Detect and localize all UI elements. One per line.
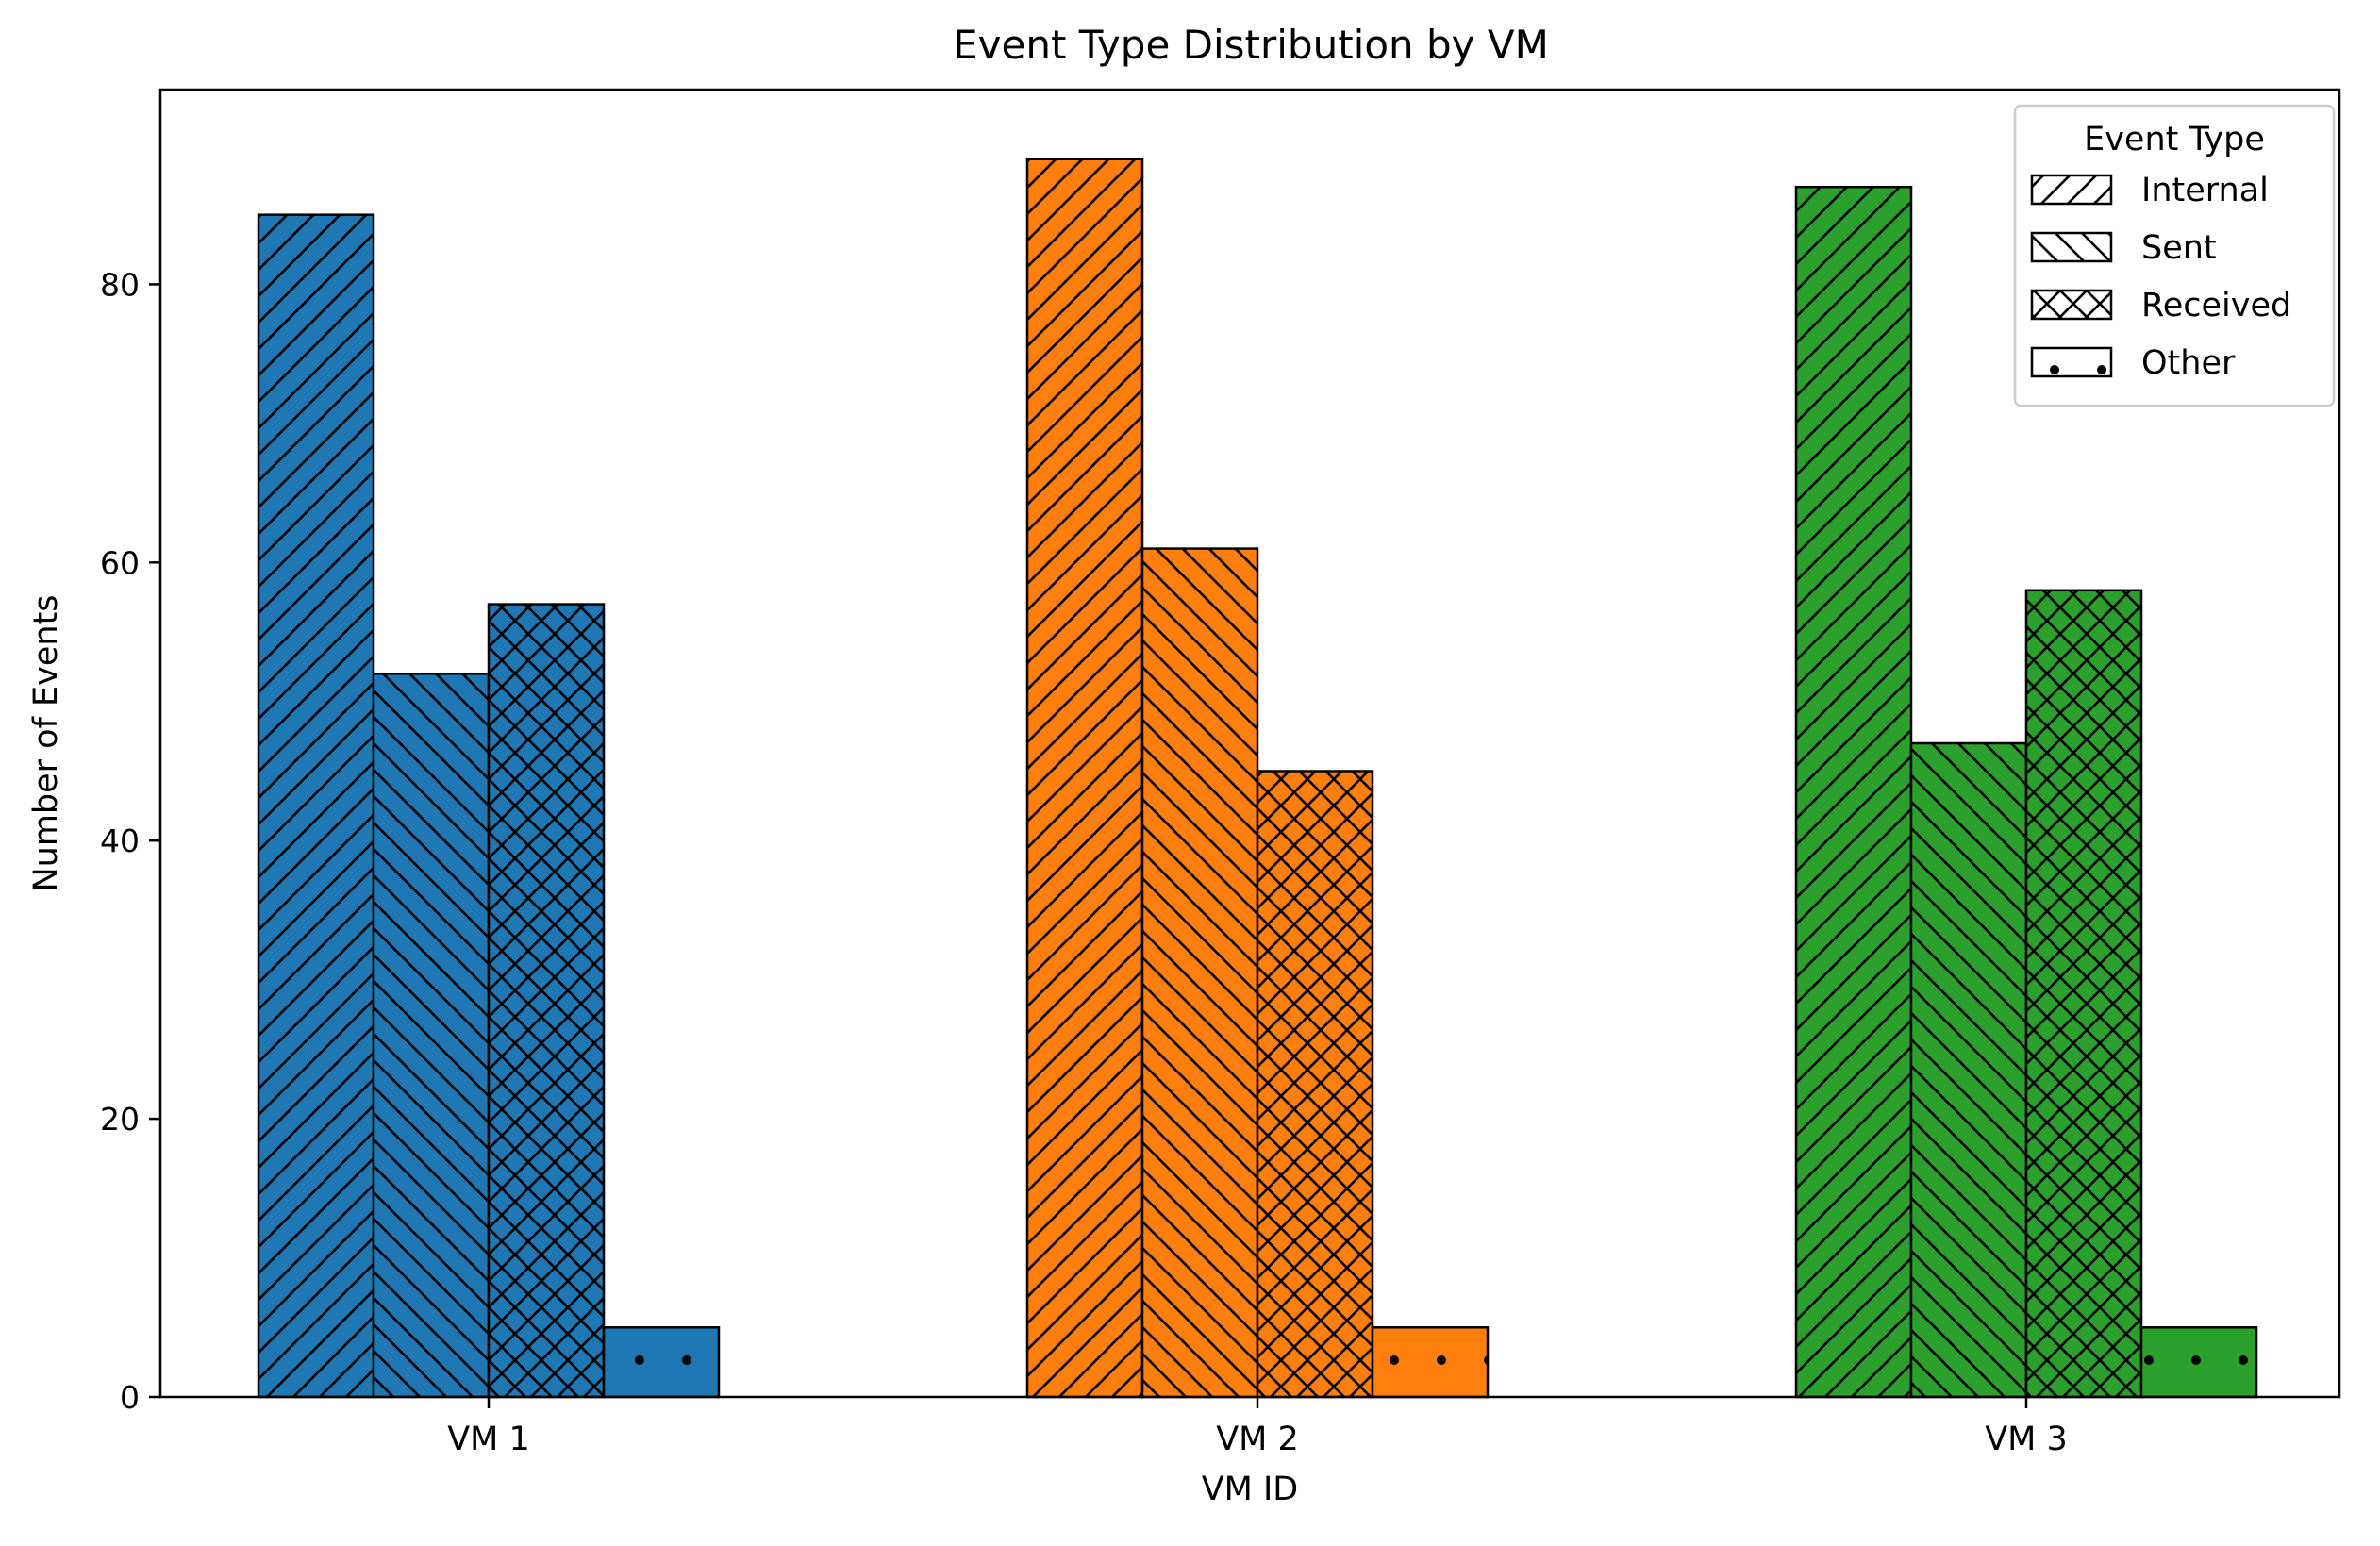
y-axis: 0 20 40 60 80 [100,266,160,1416]
y-axis-label: Number of Events [27,594,65,891]
legend-label-sent: Sent [2141,229,2217,267]
y-tick-label: 40 [100,823,140,859]
x-tick-label: VM 3 [1985,1421,2068,1458]
legend-label-received: Received [2141,287,2291,324]
x-tick-label: VM 2 [1216,1421,1299,1458]
legend-swatch-received [2030,289,2113,321]
bar-hatch-internal-vm3 [1794,185,1913,1399]
bar-hatch-other-vm3 [2139,1326,2258,1399]
chart-title: Event Type Distribution by VM [953,22,1549,68]
legend-swatch-internal [2030,174,2113,206]
bar-hatch-other-vm1 [602,1326,721,1399]
y-tick-label: 20 [100,1101,140,1138]
legend-label-other: Other [2141,344,2236,382]
y-tick-label: 60 [100,544,140,581]
x-axis: VM 1 VM 2 VM 3 [447,1397,2068,1458]
legend-swatch-sent [2030,231,2113,263]
plot-frame [158,88,2341,1399]
y-tick-label: 0 [120,1379,140,1416]
bar-hatch-internal-vm1 [257,213,375,1399]
bars-group [257,158,2258,1399]
bar-hatch-sent-vm1 [372,673,491,1399]
legend-entries: Internal Sent Received Other [2030,172,2291,382]
bar-hatch-internal-vm2 [1025,158,1144,1399]
bar-hatch-sent-vm2 [1140,547,1259,1399]
x-axis-label: VM ID [1202,1471,1299,1508]
x-tick-label: VM 1 [447,1421,530,1458]
legend-title: Event Type [2084,121,2265,158]
bar-hatch-other-vm2 [1371,1326,1490,1399]
legend-swatch-other [2030,346,2113,378]
legend: Event Type Internal Sent Received Other [2013,104,2336,407]
bar-hatch-received-vm3 [2024,589,2143,1399]
bar-hatch-sent-vm3 [1909,741,2028,1399]
bar-hatch-received-vm2 [1256,770,1374,1399]
bar-hatch-received-vm1 [487,603,606,1399]
y-tick-label: 80 [100,266,140,303]
legend-label-internal: Internal [2141,172,2269,209]
